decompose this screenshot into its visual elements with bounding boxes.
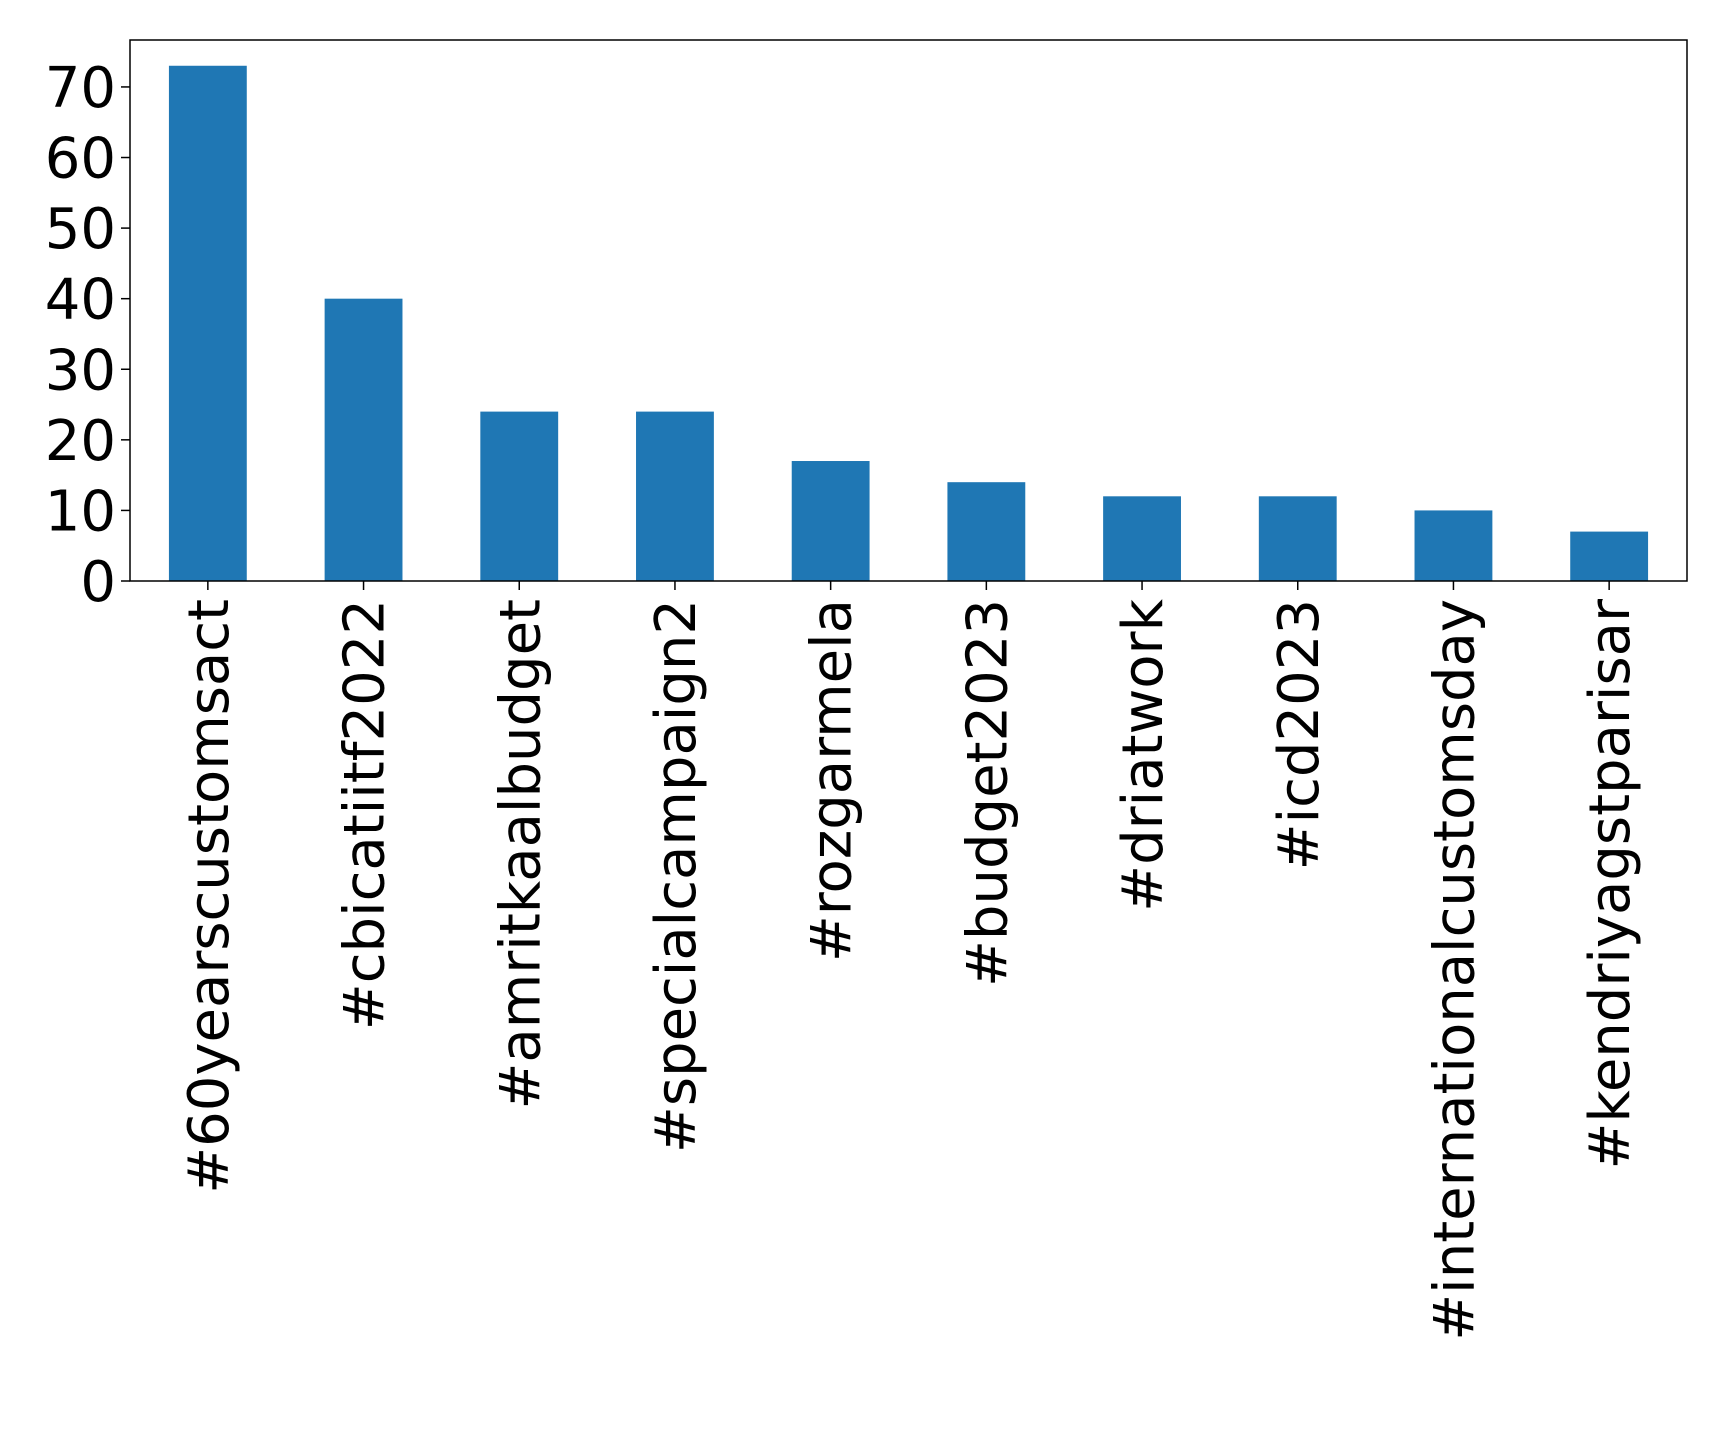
x-tick-label: #rozgarmela <box>800 599 865 962</box>
x-tick-label: #budget2023 <box>955 599 1020 987</box>
x-tick-label: #specialcampaign2 <box>644 599 709 1153</box>
y-tick-label: 30 <box>45 338 116 403</box>
x-tick-label: #internationalcustomsday <box>1422 599 1487 1341</box>
y-tick-label: 60 <box>45 127 116 192</box>
y-tick-label: 0 <box>80 550 116 615</box>
bar <box>168 65 247 581</box>
bar <box>1414 510 1493 581</box>
y-tick-label: 70 <box>45 56 116 121</box>
bar <box>791 461 870 581</box>
x-tick-label: #kendriyagstparisar <box>1578 598 1643 1170</box>
y-tick-label: 40 <box>45 268 116 333</box>
x-tick-label: #driatwork <box>1111 598 1176 911</box>
bar <box>1103 496 1181 581</box>
y-tick-label: 50 <box>45 197 116 262</box>
bar <box>636 411 714 581</box>
x-tick-label: #amritkaalbudget <box>488 599 553 1110</box>
y-tick-label: 10 <box>45 479 116 544</box>
y-tick-label: 20 <box>45 409 116 474</box>
bar <box>1570 531 1649 581</box>
bar <box>480 411 559 581</box>
x-tick-label: #60yearscustomsact <box>177 599 242 1194</box>
bar <box>947 482 1026 581</box>
x-tick-label: #cbicatiitf2022 <box>333 599 398 1030</box>
plot-frame <box>129 39 1688 582</box>
bar <box>1258 496 1337 581</box>
bar <box>324 298 403 581</box>
x-tick-label: #icd2023 <box>1267 599 1332 870</box>
